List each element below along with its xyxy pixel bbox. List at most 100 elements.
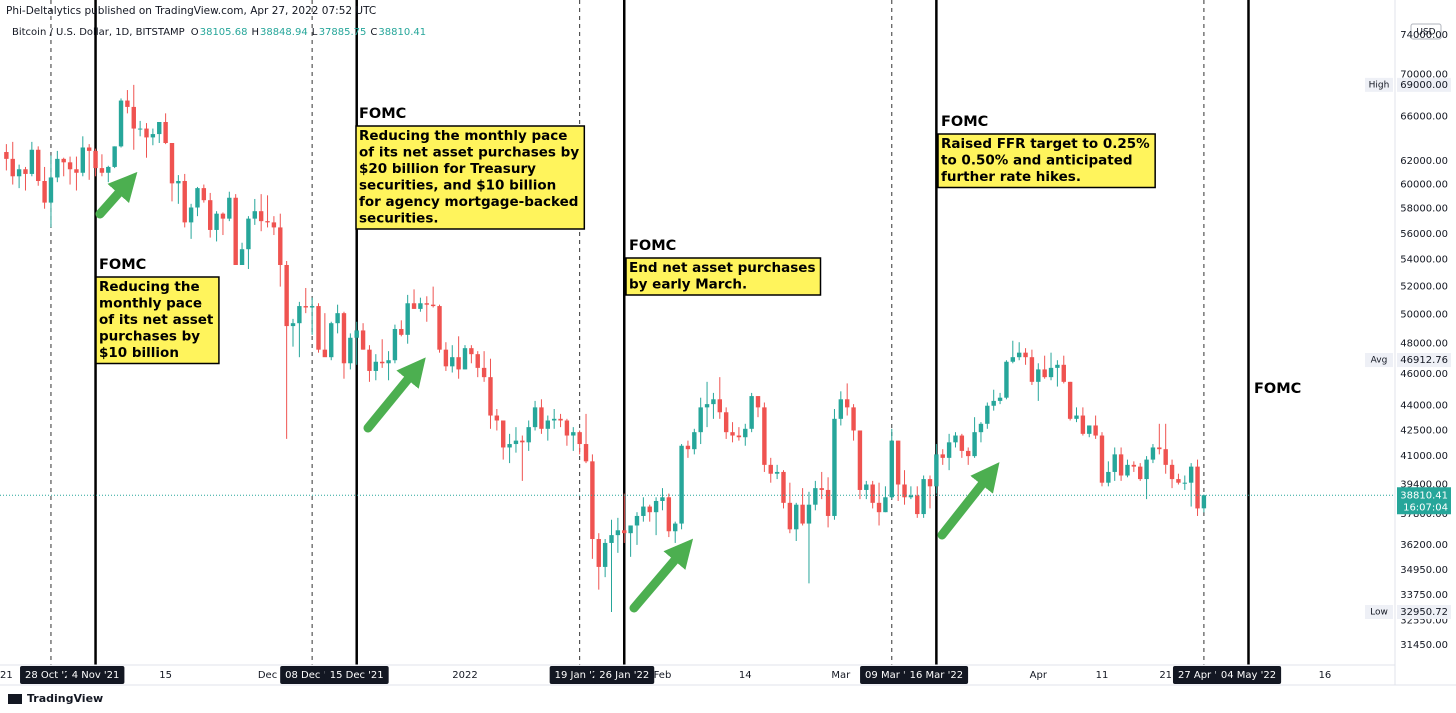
candle-body [1093, 425, 1098, 436]
candle-body [284, 264, 289, 327]
annotation-line: Raised FFR target to 0.25% [941, 136, 1150, 152]
candle-body [966, 450, 971, 457]
price-box [1397, 604, 1451, 619]
price-value: 69000.00 [1400, 80, 1448, 91]
candle-body [163, 121, 168, 143]
candle-body [539, 407, 544, 429]
candle-body [137, 128, 143, 130]
candle-body [418, 303, 423, 309]
arrow [363, 357, 426, 433]
candle-body [1023, 352, 1028, 358]
candle-body [781, 471, 786, 503]
last-price-box [1397, 487, 1451, 515]
candle-body [940, 454, 945, 458]
candle-body [927, 479, 933, 487]
y-tick-label: 39400.00 [1400, 479, 1448, 490]
candle-body [329, 323, 334, 358]
annotation-line: purchases by [99, 329, 200, 345]
annotation-title: FOMC [941, 114, 988, 130]
candle-body [367, 349, 372, 371]
candle-body [405, 303, 410, 335]
candle-body [1169, 464, 1175, 480]
candle-body [1106, 471, 1111, 483]
candle-body [915, 495, 920, 515]
candle-body [1176, 479, 1181, 483]
candle-body [341, 313, 347, 364]
candle-body [634, 515, 640, 526]
candle-body [1188, 466, 1194, 483]
candle-body [717, 399, 722, 413]
arrow [95, 171, 138, 219]
candle-body [169, 142, 175, 184]
price-name-box [1365, 77, 1393, 92]
candle-body [679, 445, 684, 524]
candle-body [609, 535, 614, 543]
candle-body [1118, 454, 1124, 476]
annotation-title: FOMC [99, 257, 146, 273]
candle-body [806, 504, 812, 524]
candle-body [1048, 367, 1054, 378]
candle-body [233, 197, 238, 265]
candle-body [698, 407, 703, 433]
candle-body [660, 497, 665, 501]
candle-body [309, 306, 315, 308]
last-price: 38810.41 [1400, 490, 1448, 501]
x-tick-label: 16 [1319, 670, 1332, 681]
candle-body [112, 146, 117, 167]
candle-body [895, 440, 901, 485]
currency-badge [1410, 23, 1442, 40]
candle-body [67, 162, 73, 170]
candle-body [4, 152, 9, 159]
candle-body [794, 504, 799, 530]
candle-body [188, 207, 194, 223]
annotation-line: by early March. [629, 277, 747, 293]
candle-body [800, 504, 805, 524]
date-label: 26 Jan '22 [599, 670, 649, 681]
annotation-title: FOMC [359, 106, 406, 122]
candle-body [1125, 464, 1130, 476]
candle-body [335, 313, 340, 324]
arrow [629, 538, 694, 613]
candle-body [297, 306, 302, 324]
x-tick-label: 15 [159, 670, 172, 681]
candle-body [488, 377, 493, 416]
candle-body [622, 530, 627, 534]
annotation-line: to 0.50% and anticipated [941, 153, 1133, 169]
candle-body [208, 200, 213, 230]
candle-body [628, 525, 633, 534]
date-box [904, 666, 969, 684]
candle-body [653, 500, 659, 513]
candle-body [813, 488, 818, 505]
annotation-line: Reducing the monthly pace [359, 128, 567, 144]
candle-body [755, 396, 761, 408]
symbol: Bitcoin / U.S. Dollar, 1D, BITSTAMP [12, 27, 185, 38]
candle-body [1055, 364, 1060, 368]
candle-body [106, 166, 111, 173]
candle-body [673, 523, 678, 532]
candle-body [596, 539, 601, 567]
candle-body [74, 169, 79, 173]
candle-body [131, 106, 136, 129]
candle-body [819, 488, 824, 490]
candle-body [424, 303, 429, 305]
candle-body [348, 337, 353, 364]
candle-body [386, 360, 391, 364]
candle-body [501, 420, 506, 448]
candle-body [870, 484, 875, 503]
candle-body [1138, 466, 1143, 480]
candle-body [762, 407, 767, 465]
candle-body [1150, 447, 1156, 460]
candle-body [303, 306, 308, 308]
candle-body [469, 348, 474, 355]
candle-body [825, 489, 831, 516]
candle-body [144, 128, 149, 138]
candle-body [743, 428, 748, 438]
candle-body [851, 407, 856, 431]
candle-body [265, 221, 270, 223]
candle-body [456, 357, 461, 370]
candle-body [1087, 425, 1092, 434]
candle-body [972, 432, 977, 457]
candle-body [832, 418, 837, 516]
candle-body [953, 435, 958, 443]
